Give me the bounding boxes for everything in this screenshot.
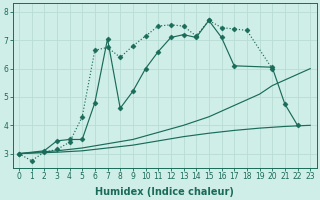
X-axis label: Humidex (Indice chaleur): Humidex (Indice chaleur) (95, 187, 234, 197)
